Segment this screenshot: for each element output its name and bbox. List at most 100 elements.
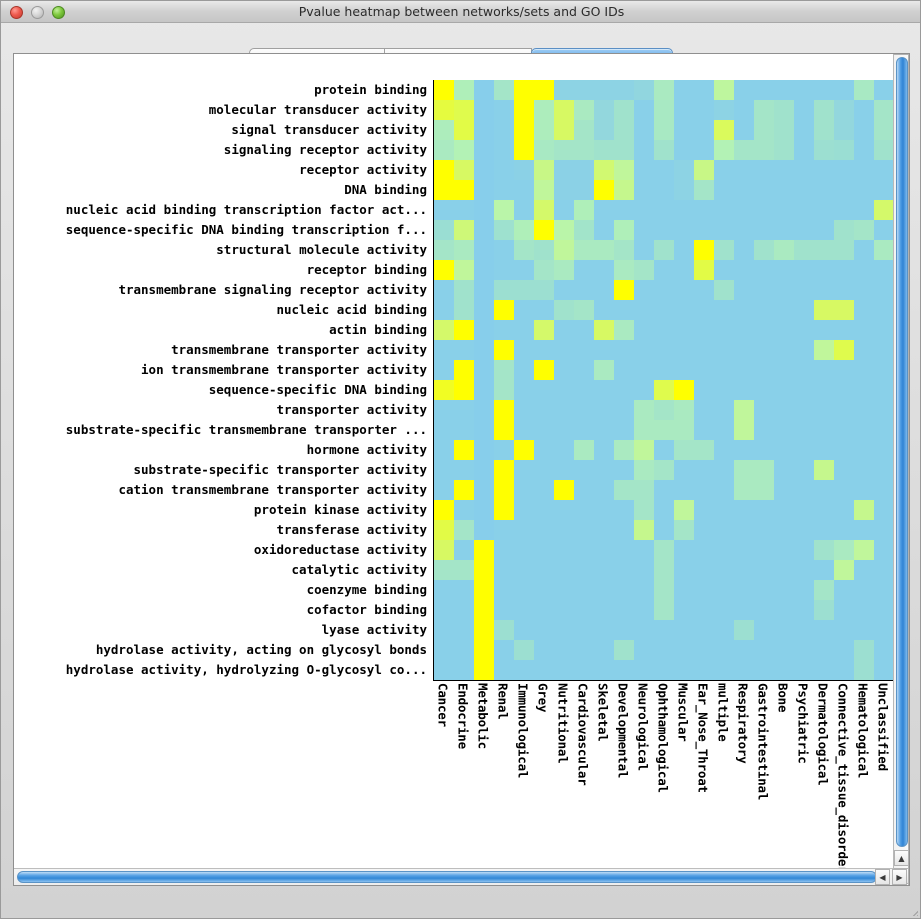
- heatmap-cell[interactable]: [794, 280, 814, 300]
- heatmap-cell[interactable]: [614, 320, 634, 340]
- heatmap-cell[interactable]: [574, 100, 594, 120]
- heatmap-cell[interactable]: [834, 380, 854, 400]
- heatmap-cell[interactable]: [734, 140, 754, 160]
- heatmap-cell[interactable]: [774, 580, 794, 600]
- heatmap-cell[interactable]: [874, 340, 893, 360]
- heatmap-cell[interactable]: [774, 180, 794, 200]
- scroll-right-button[interactable]: ▶: [892, 869, 907, 885]
- heatmap-cell[interactable]: [574, 620, 594, 640]
- heatmap-cell[interactable]: [554, 120, 574, 140]
- heatmap-cell[interactable]: [754, 480, 774, 500]
- heatmap-cell[interactable]: [614, 500, 634, 520]
- heatmap-cell[interactable]: [674, 560, 694, 580]
- heatmap-cell[interactable]: [514, 360, 534, 380]
- heatmap-cell[interactable]: [694, 100, 714, 120]
- heatmap-cell[interactable]: [514, 280, 534, 300]
- heatmap-cell[interactable]: [694, 660, 714, 680]
- heatmap-cell[interactable]: [574, 80, 594, 100]
- heatmap-cell[interactable]: [754, 620, 774, 640]
- heatmap-cell[interactable]: [874, 620, 893, 640]
- heatmap-cell[interactable]: [454, 300, 474, 320]
- heatmap-cell[interactable]: [554, 200, 574, 220]
- heatmap-cell[interactable]: [674, 520, 694, 540]
- heatmap-cell[interactable]: [534, 80, 554, 100]
- heatmap-cell[interactable]: [574, 140, 594, 160]
- heatmap-cell[interactable]: [774, 600, 794, 620]
- heatmap-cell[interactable]: [814, 160, 834, 180]
- heatmap-cell[interactable]: [634, 80, 654, 100]
- heatmap-cell[interactable]: [554, 440, 574, 460]
- heatmap-cell[interactable]: [694, 120, 714, 140]
- heatmap-cell[interactable]: [474, 340, 494, 360]
- heatmap-cell[interactable]: [534, 320, 554, 340]
- heatmap-cell[interactable]: [434, 540, 454, 560]
- heatmap-cell[interactable]: [794, 420, 814, 440]
- heatmap-cell[interactable]: [854, 480, 874, 500]
- heatmap-cell[interactable]: [554, 240, 574, 260]
- heatmap-cell[interactable]: [874, 120, 893, 140]
- heatmap-cell[interactable]: [434, 360, 454, 380]
- heatmap-cell[interactable]: [654, 360, 674, 380]
- heatmap-cell[interactable]: [494, 180, 514, 200]
- heatmap-cell[interactable]: [514, 480, 534, 500]
- heatmap-cell[interactable]: [694, 400, 714, 420]
- heatmap-cell[interactable]: [874, 260, 893, 280]
- heatmap-cell[interactable]: [554, 420, 574, 440]
- heatmap-cell[interactable]: [714, 560, 734, 580]
- heatmap-cell[interactable]: [534, 500, 554, 520]
- heatmap-cell[interactable]: [814, 300, 834, 320]
- heatmap-cell[interactable]: [474, 300, 494, 320]
- heatmap-cell[interactable]: [674, 400, 694, 420]
- heatmap-cell[interactable]: [434, 160, 454, 180]
- heatmap-cell[interactable]: [634, 240, 654, 260]
- heatmap-cell[interactable]: [814, 480, 834, 500]
- heatmap-cell[interactable]: [654, 480, 674, 500]
- heatmap-cell[interactable]: [674, 480, 694, 500]
- heatmap-cell[interactable]: [594, 500, 614, 520]
- heatmap-cell[interactable]: [694, 360, 714, 380]
- heatmap-cell[interactable]: [634, 200, 654, 220]
- heatmap-cell[interactable]: [574, 600, 594, 620]
- heatmap-cell[interactable]: [634, 540, 654, 560]
- heatmap-cell[interactable]: [754, 80, 774, 100]
- heatmap-cell[interactable]: [554, 260, 574, 280]
- heatmap-cell[interactable]: [774, 100, 794, 120]
- heatmap-cell[interactable]: [574, 220, 594, 240]
- heatmap-cell[interactable]: [554, 560, 574, 580]
- heatmap-cell[interactable]: [574, 540, 594, 560]
- heatmap-cell[interactable]: [854, 360, 874, 380]
- heatmap-cell[interactable]: [714, 180, 734, 200]
- heatmap-cell[interactable]: [554, 460, 574, 480]
- heatmap-cell[interactable]: [794, 260, 814, 280]
- heatmap-cell[interactable]: [574, 340, 594, 360]
- heatmap-cell[interactable]: [594, 280, 614, 300]
- heatmap-cell[interactable]: [694, 320, 714, 340]
- heatmap-cell[interactable]: [714, 100, 734, 120]
- heatmap-cell[interactable]: [454, 600, 474, 620]
- heatmap-cell[interactable]: [454, 480, 474, 500]
- heatmap-cell[interactable]: [674, 120, 694, 140]
- heatmap-cell[interactable]: [654, 120, 674, 140]
- heatmap-cell[interactable]: [574, 360, 594, 380]
- heatmap-cell[interactable]: [874, 440, 893, 460]
- heatmap-cell[interactable]: [774, 480, 794, 500]
- heatmap-cell[interactable]: [594, 240, 614, 260]
- heatmap-cell[interactable]: [654, 140, 674, 160]
- heatmap-cell[interactable]: [594, 480, 614, 500]
- heatmap-cell[interactable]: [754, 240, 774, 260]
- heatmap-cell[interactable]: [714, 600, 734, 620]
- heatmap-cell[interactable]: [874, 600, 893, 620]
- heatmap-cell[interactable]: [814, 580, 834, 600]
- heatmap-cell[interactable]: [634, 580, 654, 600]
- heatmap-cell[interactable]: [854, 540, 874, 560]
- heatmap-cell[interactable]: [834, 100, 854, 120]
- heatmap-cell[interactable]: [614, 600, 634, 620]
- heatmap-cell[interactable]: [814, 660, 834, 680]
- heatmap-cell[interactable]: [554, 360, 574, 380]
- heatmap-cell[interactable]: [434, 80, 454, 100]
- heatmap-cell[interactable]: [734, 200, 754, 220]
- heatmap-cell[interactable]: [694, 160, 714, 180]
- heatmap-cell[interactable]: [874, 520, 893, 540]
- heatmap-cell[interactable]: [854, 560, 874, 580]
- heatmap-cell[interactable]: [454, 520, 474, 540]
